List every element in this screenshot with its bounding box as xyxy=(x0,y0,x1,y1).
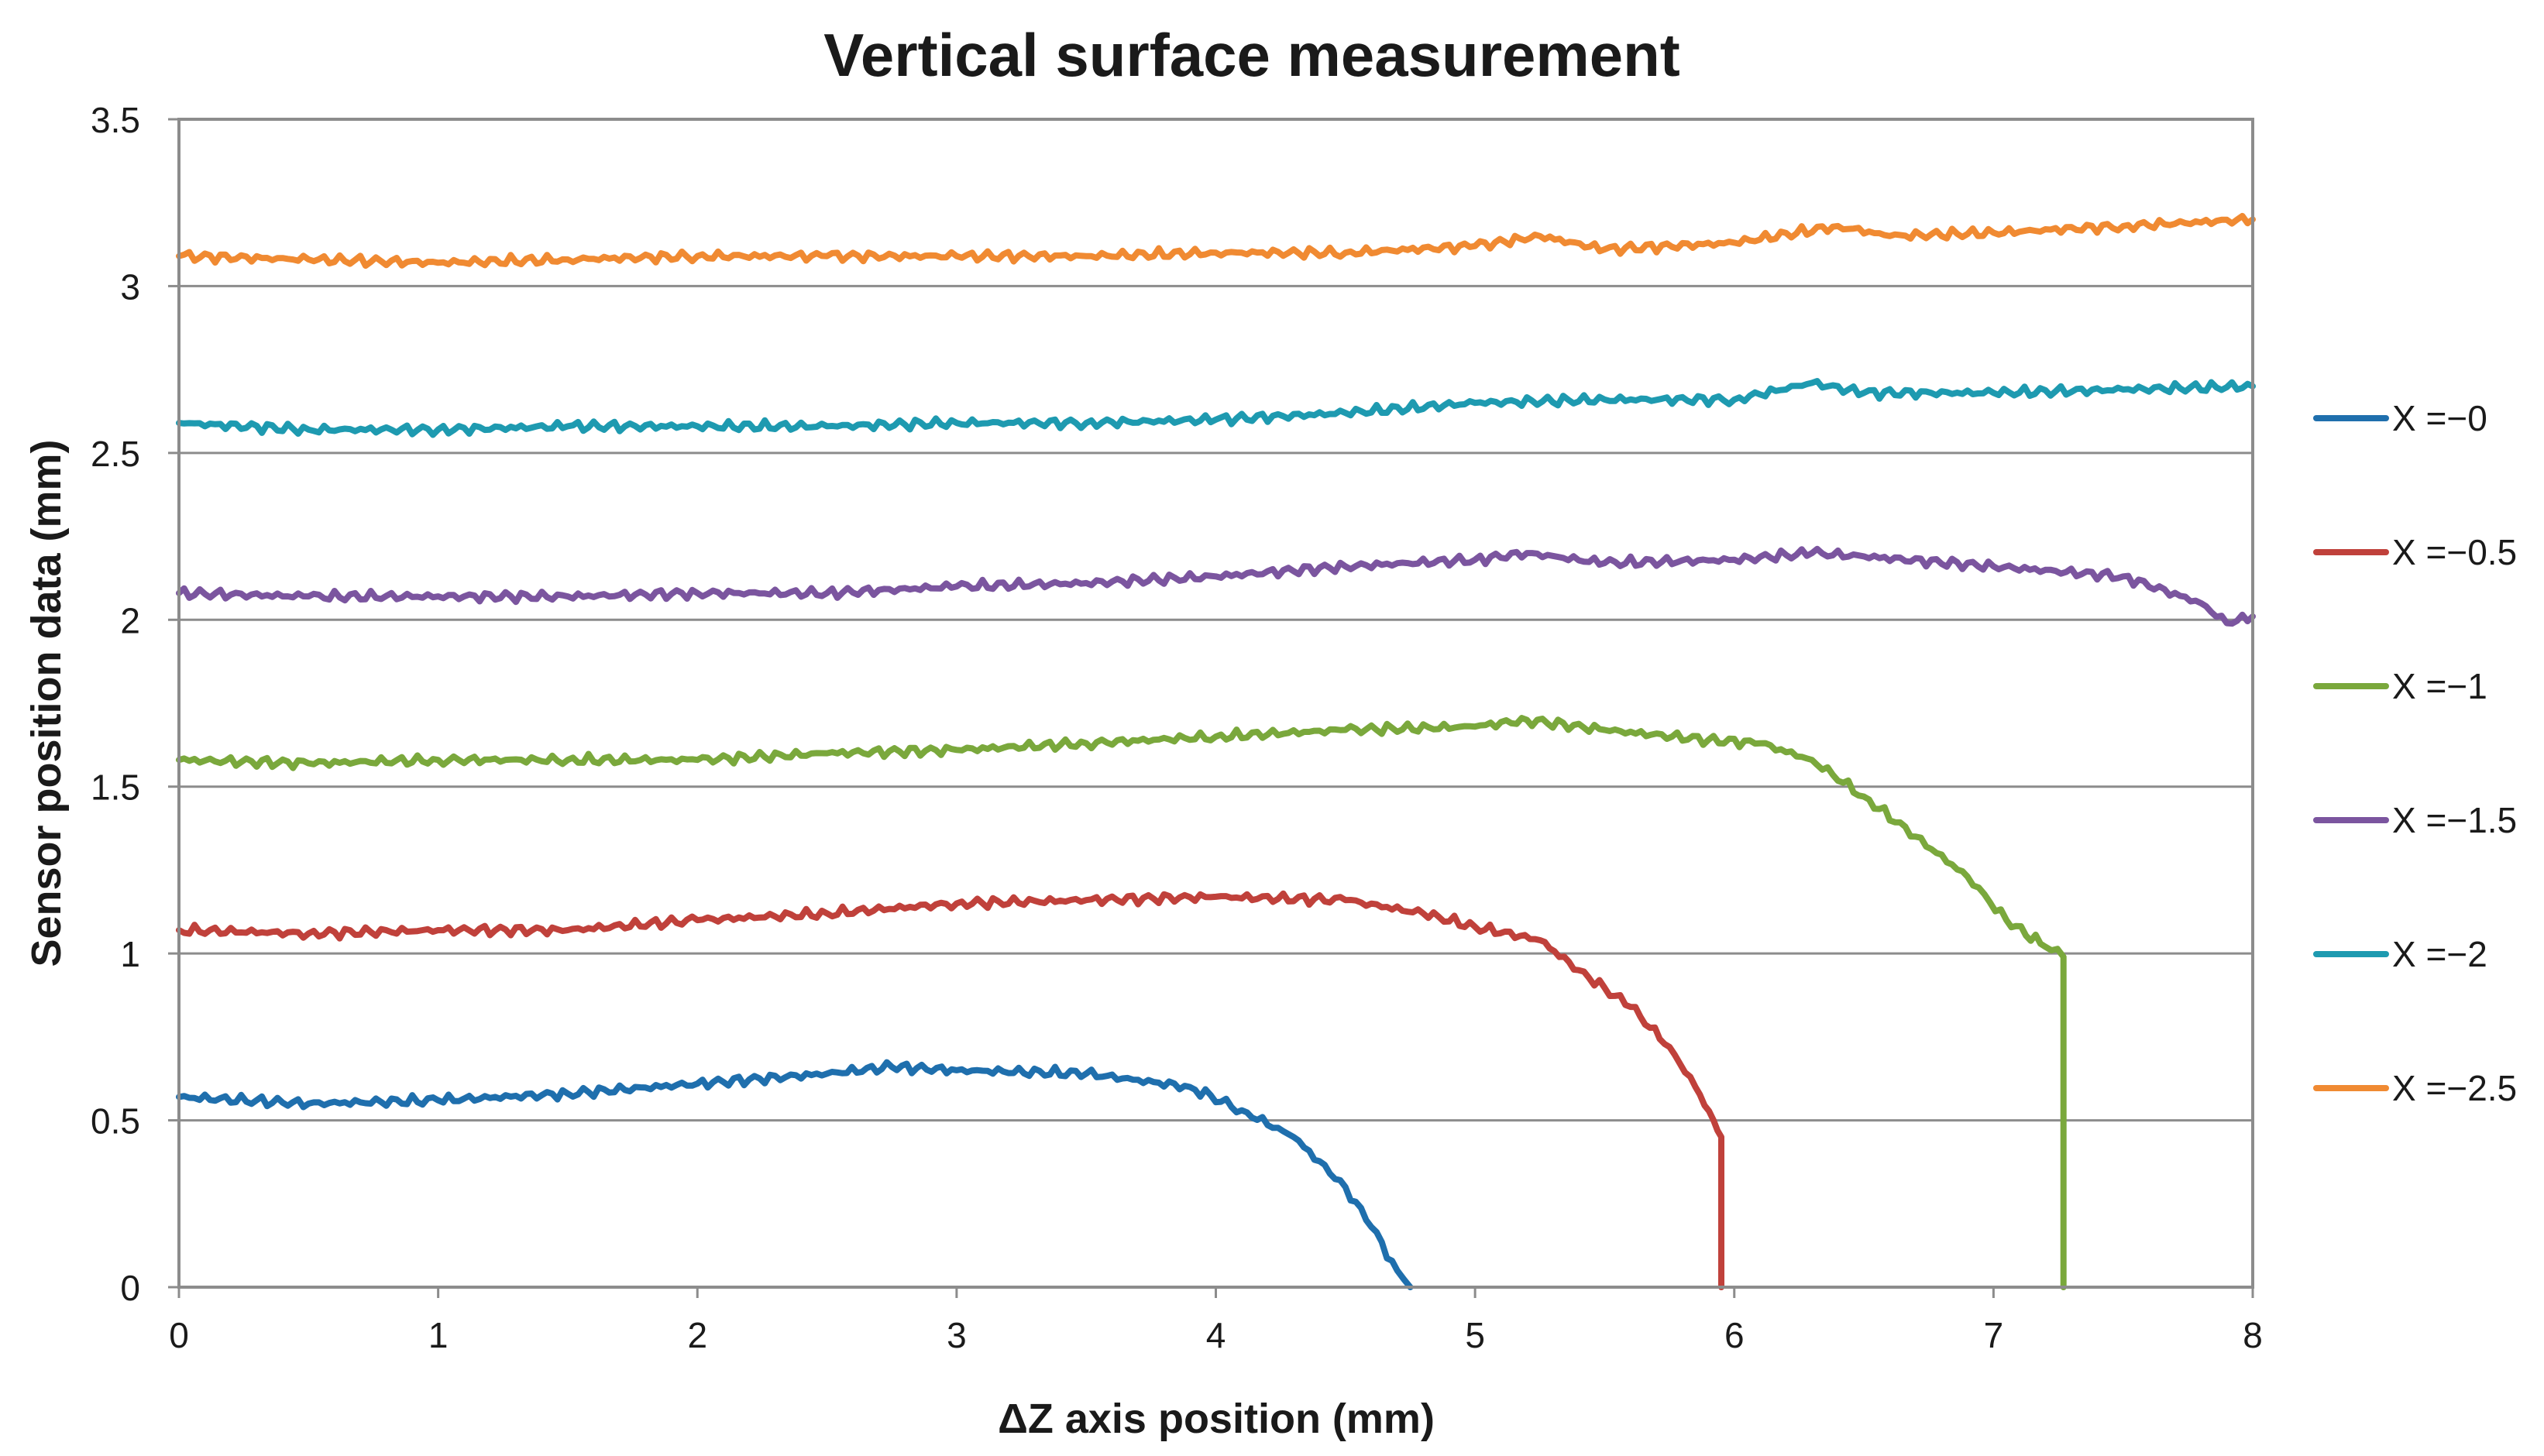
series-line-0 xyxy=(176,1059,1414,1290)
y-tick-label: 1.5 xyxy=(91,767,140,808)
x-axis-label: ΔZ axis position (mm) xyxy=(998,1396,1435,1442)
y-tick-label: 3 xyxy=(120,266,140,307)
plot-area-border xyxy=(177,118,2254,1289)
series-line-4 xyxy=(176,378,2256,438)
x-tick-label: 7 xyxy=(1984,1315,2004,1355)
y-tick-label: 0.5 xyxy=(91,1101,140,1142)
x-tick-label: 4 xyxy=(1206,1315,1226,1355)
y-axis-ticks: 0 0.5 1 1.5 2 2.5 3 3.5 xyxy=(91,100,179,1308)
x-axis-ticks: 0 1 2 3 4 5 6 7 8 xyxy=(169,1287,2263,1355)
y-tick-label: 2 xyxy=(120,600,140,640)
legend-label-5: X =−2.5 xyxy=(2392,1068,2517,1108)
legend-label-2: X =−1 xyxy=(2392,666,2487,706)
x-tick-label: 6 xyxy=(1724,1315,1745,1355)
x-tick-label: 2 xyxy=(687,1315,707,1355)
legend-label-1: X =−0.5 xyxy=(2392,532,2517,572)
series-lines xyxy=(176,212,2256,1290)
y-tick-label: 2.5 xyxy=(91,434,140,474)
legend-label-3: X =−1.5 xyxy=(2392,800,2517,840)
series-line-3 xyxy=(176,545,2256,627)
x-tick-label: 8 xyxy=(2243,1315,2263,1355)
legend: X =−0 X =−0.5 X =−1 X =−1.5 X =−2 X =−2.5 xyxy=(2313,398,2517,1108)
y-axis-label: Sensor position data (mm) xyxy=(23,439,70,967)
legend-label-4: X =−2 xyxy=(2392,934,2487,974)
legend-label-0: X =−0 xyxy=(2392,398,2487,438)
x-tick-label: 5 xyxy=(1465,1315,1485,1355)
y-tick-label: 1 xyxy=(120,934,140,974)
series-line-5 xyxy=(176,212,2256,270)
series-line-2 xyxy=(176,715,2067,1290)
y-tick-label: 3.5 xyxy=(91,100,140,140)
chart-title: Vertical surface measurement xyxy=(823,21,1680,89)
x-tick-label: 1 xyxy=(428,1315,449,1355)
x-tick-label: 0 xyxy=(169,1315,189,1355)
y-tick-label: 0 xyxy=(120,1268,140,1308)
x-tick-label: 3 xyxy=(947,1315,967,1355)
series-line-1 xyxy=(176,890,1724,1290)
